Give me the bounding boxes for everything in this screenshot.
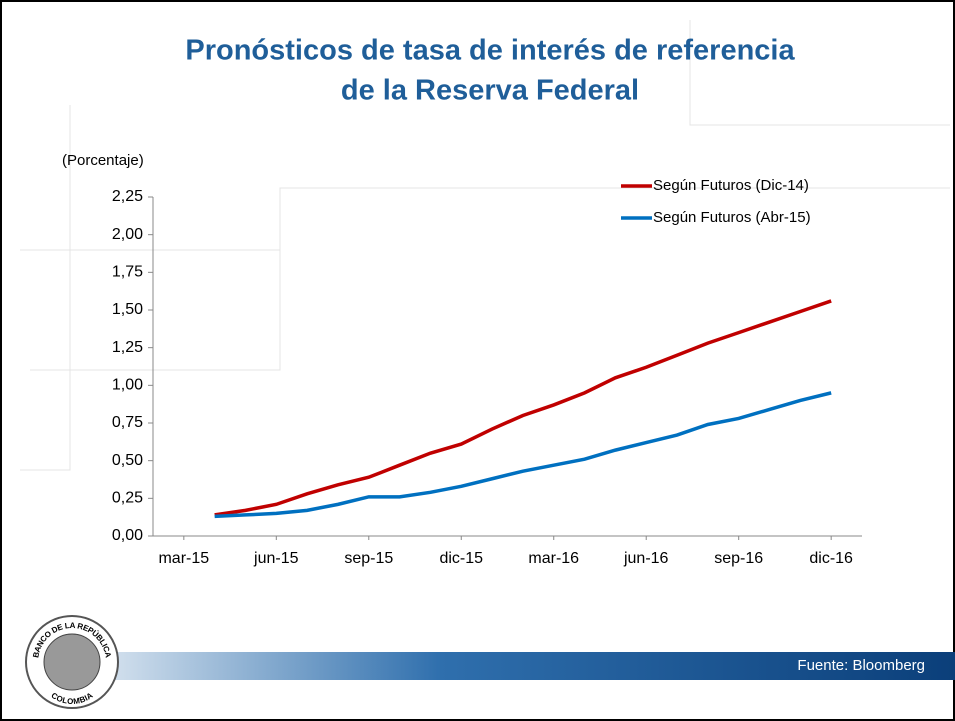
y-tick-label: 0,25 <box>112 490 143 507</box>
x-tick-label: dic-16 <box>809 550 853 567</box>
y-tick-label: 0,75 <box>112 414 143 431</box>
x-tick-label: mar-16 <box>528 550 579 567</box>
y-tick-label: 2,00 <box>112 226 143 243</box>
y-tick-label: 1,75 <box>112 264 143 281</box>
y-tick-label: 0,50 <box>112 452 143 469</box>
y-tick-label: 1,25 <box>112 339 143 356</box>
footer-bar <box>20 652 955 680</box>
logo: BANCO DE LA REPÚBLICA COLOMBIA <box>25 615 119 709</box>
series-line <box>214 299 832 517</box>
y-tick-label: 1,50 <box>112 301 143 318</box>
x-tick-label: mar-15 <box>158 550 209 567</box>
y-tick-label: 0,00 <box>112 527 143 544</box>
series-line <box>214 391 832 519</box>
legend-label: Según Futuros (Abr-15) <box>653 209 811 226</box>
y-tick-label: 1,00 <box>112 377 143 394</box>
legend-label: Según Futuros (Dic-14) <box>653 177 809 194</box>
x-tick-label: sep-15 <box>344 550 393 567</box>
title: de la Reserva Federal <box>341 75 639 107</box>
x-tick-label: jun-15 <box>253 550 299 567</box>
title: Pronósticos de tasa de interés de refere… <box>185 35 795 67</box>
y-tick-label: 2,25 <box>112 188 143 205</box>
y-axis-label: (Porcentaje) <box>62 152 144 169</box>
x-tick-label: sep-16 <box>714 550 763 567</box>
decor <box>20 20 950 471</box>
source: Fuente: Bloomberg <box>797 657 925 674</box>
x-tick-label: dic-15 <box>439 550 483 567</box>
x-tick-label: jun-16 <box>623 550 669 567</box>
